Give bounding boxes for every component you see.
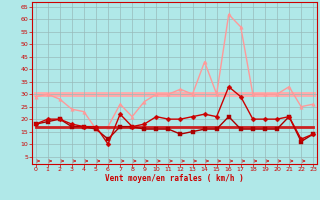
X-axis label: Vent moyen/en rafales ( km/h ): Vent moyen/en rafales ( km/h ) xyxy=(105,174,244,183)
